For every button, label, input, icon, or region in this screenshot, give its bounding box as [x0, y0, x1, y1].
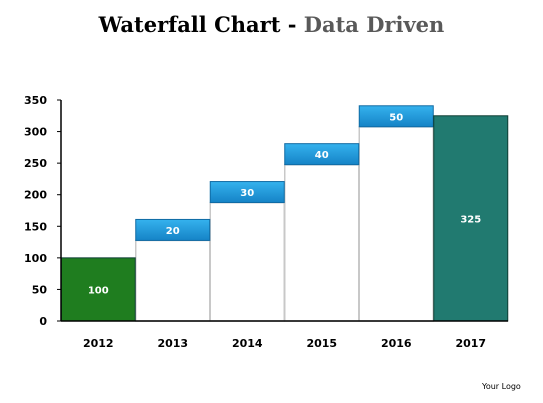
- x-tick-2012: 2012: [83, 337, 114, 350]
- x-tick-2017: 2017: [455, 337, 486, 350]
- bar-2017: [433, 115, 509, 322]
- chart-title: Waterfall Chart - Data Driven: [0, 12, 543, 37]
- data-label-2016: 50: [389, 112, 403, 123]
- bar-2013: [135, 218, 211, 241]
- data-label-2014: 30: [240, 188, 254, 199]
- pillar-2013: [135, 239, 211, 322]
- y-tick-100: 100: [24, 252, 47, 265]
- y-tick-50: 50: [32, 283, 48, 296]
- data-label-2017: 325: [460, 214, 481, 225]
- x-tick-2016: 2016: [381, 337, 412, 350]
- data-label-2015: 40: [315, 150, 329, 161]
- x-tick-2013: 2013: [157, 337, 188, 350]
- data-label-2012: 100: [88, 285, 109, 296]
- chart-subtitle: Data Driven: [303, 12, 445, 37]
- bar-2014: [209, 181, 285, 204]
- bar-2012: [60, 257, 136, 322]
- y-tick-250: 250: [24, 157, 47, 170]
- chart-title-separator: -: [280, 12, 304, 37]
- axes-layer: [57, 99, 508, 322]
- pillar-2014: [209, 201, 285, 322]
- y-tick-300: 300: [24, 126, 47, 139]
- y-tick-200: 200: [24, 189, 47, 202]
- bar-layer: [60, 105, 509, 322]
- x-tick-2015: 2015: [306, 337, 337, 350]
- pillar-2016: [358, 126, 434, 322]
- y-tick-0: 0: [39, 315, 47, 328]
- chart-title-main: Waterfall Chart: [98, 12, 281, 37]
- logo-text: Your Logo: [482, 382, 521, 391]
- y-tick-350: 350: [24, 94, 47, 107]
- tick-layer: 2012 2013 2014 2015 2016 2017 0 50 100 150 200 250 3…: [24, 94, 486, 350]
- y-tick-150: 150: [24, 220, 47, 233]
- x-tick-2014: 2014: [232, 337, 263, 350]
- data-label-2013: 20: [166, 226, 180, 237]
- pillar-2015: [284, 163, 360, 322]
- data-label-layer: 100 20 30 40 50 325: [88, 112, 481, 296]
- bar-2015: [284, 143, 360, 166]
